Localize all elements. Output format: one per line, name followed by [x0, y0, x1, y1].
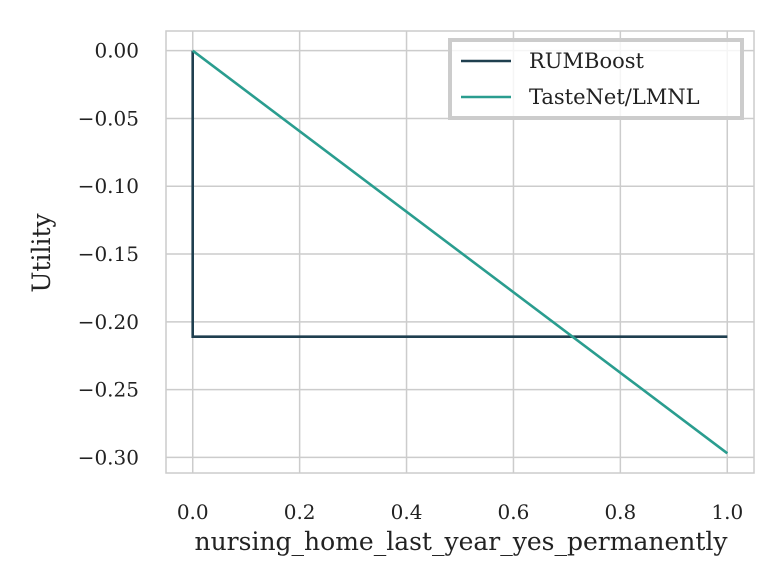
legend-label-2: TasteNet/LMNL — [529, 85, 700, 109]
y-tick-label: −0.10 — [78, 174, 139, 198]
series-line-1 — [191, 50, 728, 339]
x-tick-label: 0.2 — [284, 500, 316, 524]
x-tick-label: 0.4 — [391, 500, 423, 524]
y-axis-label: Utility — [27, 212, 56, 292]
y-tick-label: −0.20 — [78, 310, 139, 334]
legend-label-1: RUMBoost — [529, 49, 645, 73]
series-lines — [191, 49, 729, 455]
x-tick-label: 1.0 — [711, 500, 743, 524]
y-tick-label: −0.25 — [78, 378, 139, 402]
legend-box — [448, 38, 744, 120]
x-tick-label: 0.6 — [498, 500, 530, 524]
x-axis-ticks: 0.0 0.2 0.4 0.6 0.8 1.0 — [177, 500, 743, 524]
y-tick-label: −0.30 — [78, 445, 139, 469]
series-line-2 — [191, 49, 729, 455]
y-axis-ticks: 0.00 −0.05 −0.10 −0.15 −0.20 −0.25 −0.30 — [78, 39, 139, 470]
plot-frame — [165, 30, 755, 474]
y-tick-label: 0.00 — [94, 39, 139, 63]
x-axis-label: nursing_home_last_year_yes_permanently — [194, 527, 728, 556]
x-tick-label: 0.0 — [177, 500, 209, 524]
y-tick-label: −0.15 — [78, 242, 139, 266]
legend: RUMBoost TasteNet/LMNL — [448, 38, 744, 120]
x-tick-label: 0.8 — [604, 500, 636, 524]
y-tick-label: −0.05 — [78, 106, 139, 130]
